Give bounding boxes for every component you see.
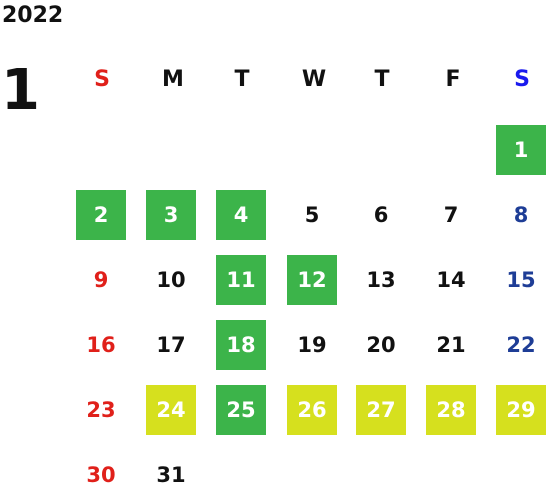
calendar-day-26[interactable]: 26 (287, 385, 337, 435)
weekday-header-monday: M (162, 67, 184, 92)
calendar-day-12[interactable]: 12 (287, 255, 337, 305)
calendar-day-5[interactable]: 5 (304, 203, 320, 227)
calendar-day-25[interactable]: 25 (216, 385, 266, 435)
calendar-day-19[interactable]: 19 (297, 333, 327, 357)
calendar-day-20[interactable]: 20 (366, 333, 396, 357)
calendar-day-27[interactable]: 27 (356, 385, 406, 435)
calendar-day-11[interactable]: 11 (216, 255, 266, 305)
calendar-day-24[interactable]: 24 (146, 385, 196, 435)
calendar-day-15[interactable]: 15 (506, 268, 536, 292)
calendar-day-3[interactable]: 3 (146, 190, 196, 240)
weekday-header-wednesday: W (301, 67, 327, 92)
calendar-day-17[interactable]: 17 (156, 333, 186, 357)
calendar-day-22[interactable]: 22 (506, 333, 536, 357)
calendar-day-31[interactable]: 31 (156, 463, 186, 487)
calendar-day-7[interactable]: 7 (443, 203, 459, 227)
calendar-day-1[interactable]: 1 (496, 125, 546, 175)
month-number: 1 (1, 58, 40, 123)
calendar-day-8[interactable]: 8 (513, 203, 529, 227)
weekday-header-saturday: S (514, 67, 530, 92)
weekday-header-friday: F (445, 67, 461, 92)
year-label: 2022 (2, 3, 64, 28)
calendar-day-18[interactable]: 18 (216, 320, 266, 370)
weekday-header-thursday: T (374, 67, 390, 92)
calendar-day-23[interactable]: 23 (86, 398, 116, 422)
calendar-day-14[interactable]: 14 (436, 268, 466, 292)
calendar-day-9[interactable]: 9 (93, 268, 109, 292)
calendar-day-21[interactable]: 21 (436, 333, 466, 357)
weekday-header-sunday: S (94, 67, 110, 92)
calendar-day-28[interactable]: 28 (426, 385, 476, 435)
weekday-header-tuesday: T (234, 67, 250, 92)
calendar-day-2[interactable]: 2 (76, 190, 126, 240)
calendar-day-6[interactable]: 6 (373, 203, 389, 227)
calendar-day-10[interactable]: 10 (156, 268, 186, 292)
calendar-day-4[interactable]: 4 (216, 190, 266, 240)
calendar-day-16[interactable]: 16 (86, 333, 116, 357)
calendar-day-13[interactable]: 13 (366, 268, 396, 292)
calendar-day-29[interactable]: 29 (496, 385, 546, 435)
calendar-day-30[interactable]: 30 (86, 463, 116, 487)
